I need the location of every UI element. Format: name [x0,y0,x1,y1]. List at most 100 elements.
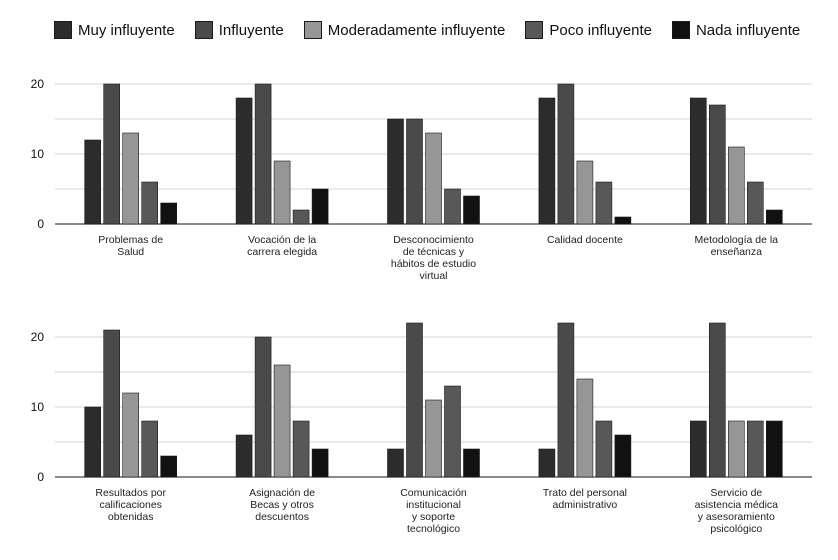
category-label: Resultados por [95,487,166,499]
legend-label: Nada influyente [695,21,801,39]
legend-label: Influyente [218,21,284,39]
bar [727,146,745,225]
bar [576,378,594,478]
legend-item: Nada influyente [671,21,801,39]
bar [765,209,783,225]
bar [557,83,575,225]
bar [689,97,707,225]
category-group: Calidad docente [538,83,632,246]
bar [311,448,329,478]
bar [273,364,291,478]
bar [614,216,632,225]
bar [141,181,158,225]
bar [103,83,120,225]
y-tick-label: 0 [37,217,44,231]
bar [463,195,480,225]
bar [84,406,101,478]
category-label: de técnicas y [403,246,465,258]
category-label: obtenidas [108,511,154,523]
bar [103,329,120,478]
bar [387,448,404,478]
category-label: Becas y otros [250,499,314,511]
category-label: tecnológico [407,523,460,535]
bar [595,420,613,478]
legend-label: Moderadamente influyente [327,21,506,39]
category-label: asistencia médica [695,499,779,511]
bar [235,97,253,225]
legend-item: Influyente [194,21,284,39]
bar [727,420,745,478]
bar [765,420,783,478]
category-label: psicológico [710,523,762,535]
bar [444,385,461,478]
bar [538,448,556,478]
bar [538,97,556,225]
y-tick-label: 20 [31,330,45,344]
category-label: enseñanza [711,246,763,258]
bar [746,181,764,225]
bar [406,118,423,225]
legend-label: Muy influyente [78,21,175,39]
bar [708,322,726,478]
category-label: Vocación de la [248,234,316,246]
category-label: institucional [406,499,461,511]
category-label: Problemas de [98,234,163,246]
legend-swatch [303,21,322,39]
category-label: descuentos [255,511,309,523]
category-label: Servicio de [710,487,762,499]
legend-item: Poco influyente [525,21,652,39]
bar [576,160,594,225]
y-tick-label: 10 [31,400,45,414]
bar [292,420,310,478]
bar [425,399,442,478]
bar [160,455,177,478]
legend-swatch [525,21,544,39]
panel-2: 0 10 20 Resultados porcalificacionesobtenid… [31,322,812,535]
category-label: virtual [419,270,447,282]
category-label: Calidad docente [547,234,623,246]
bar [84,139,101,225]
bar [292,209,310,225]
bar [463,448,480,478]
bar [444,188,461,225]
category-label: hábitos de estudio [391,258,476,270]
y-tick-label: 10 [31,147,45,161]
category-label: Trato del personal [543,487,627,499]
bar [425,132,442,225]
bar [387,118,404,225]
y-tick-label: 0 [37,470,44,484]
bar [273,160,291,225]
category-label: Metodología de la [695,234,779,246]
y-tick-label: 20 [31,77,45,91]
legend: Muy influyente Influyente Moderadamente in… [54,18,800,42]
bar [141,420,158,478]
category-label: y asesoramiento [698,511,775,523]
legend-item: Moderadamente influyente [303,21,506,39]
category-label: Desconocimiento [393,234,474,246]
category-label: calificaciones [99,499,161,511]
legend-label: Poco influyente [549,21,652,39]
legend-item: Muy influyente [54,21,175,39]
category-label: Comunicación [400,487,467,499]
bar [708,104,726,225]
bar [746,420,764,478]
bar [614,434,632,478]
bar [160,202,177,225]
category-label: Asignación de [249,487,315,499]
category-label: Salud [117,246,144,258]
category-label: carrera elegida [247,246,317,258]
bar [122,132,139,225]
category-label: y soporte [412,511,455,523]
bar [235,434,253,478]
category-label: administrativo [553,499,618,511]
